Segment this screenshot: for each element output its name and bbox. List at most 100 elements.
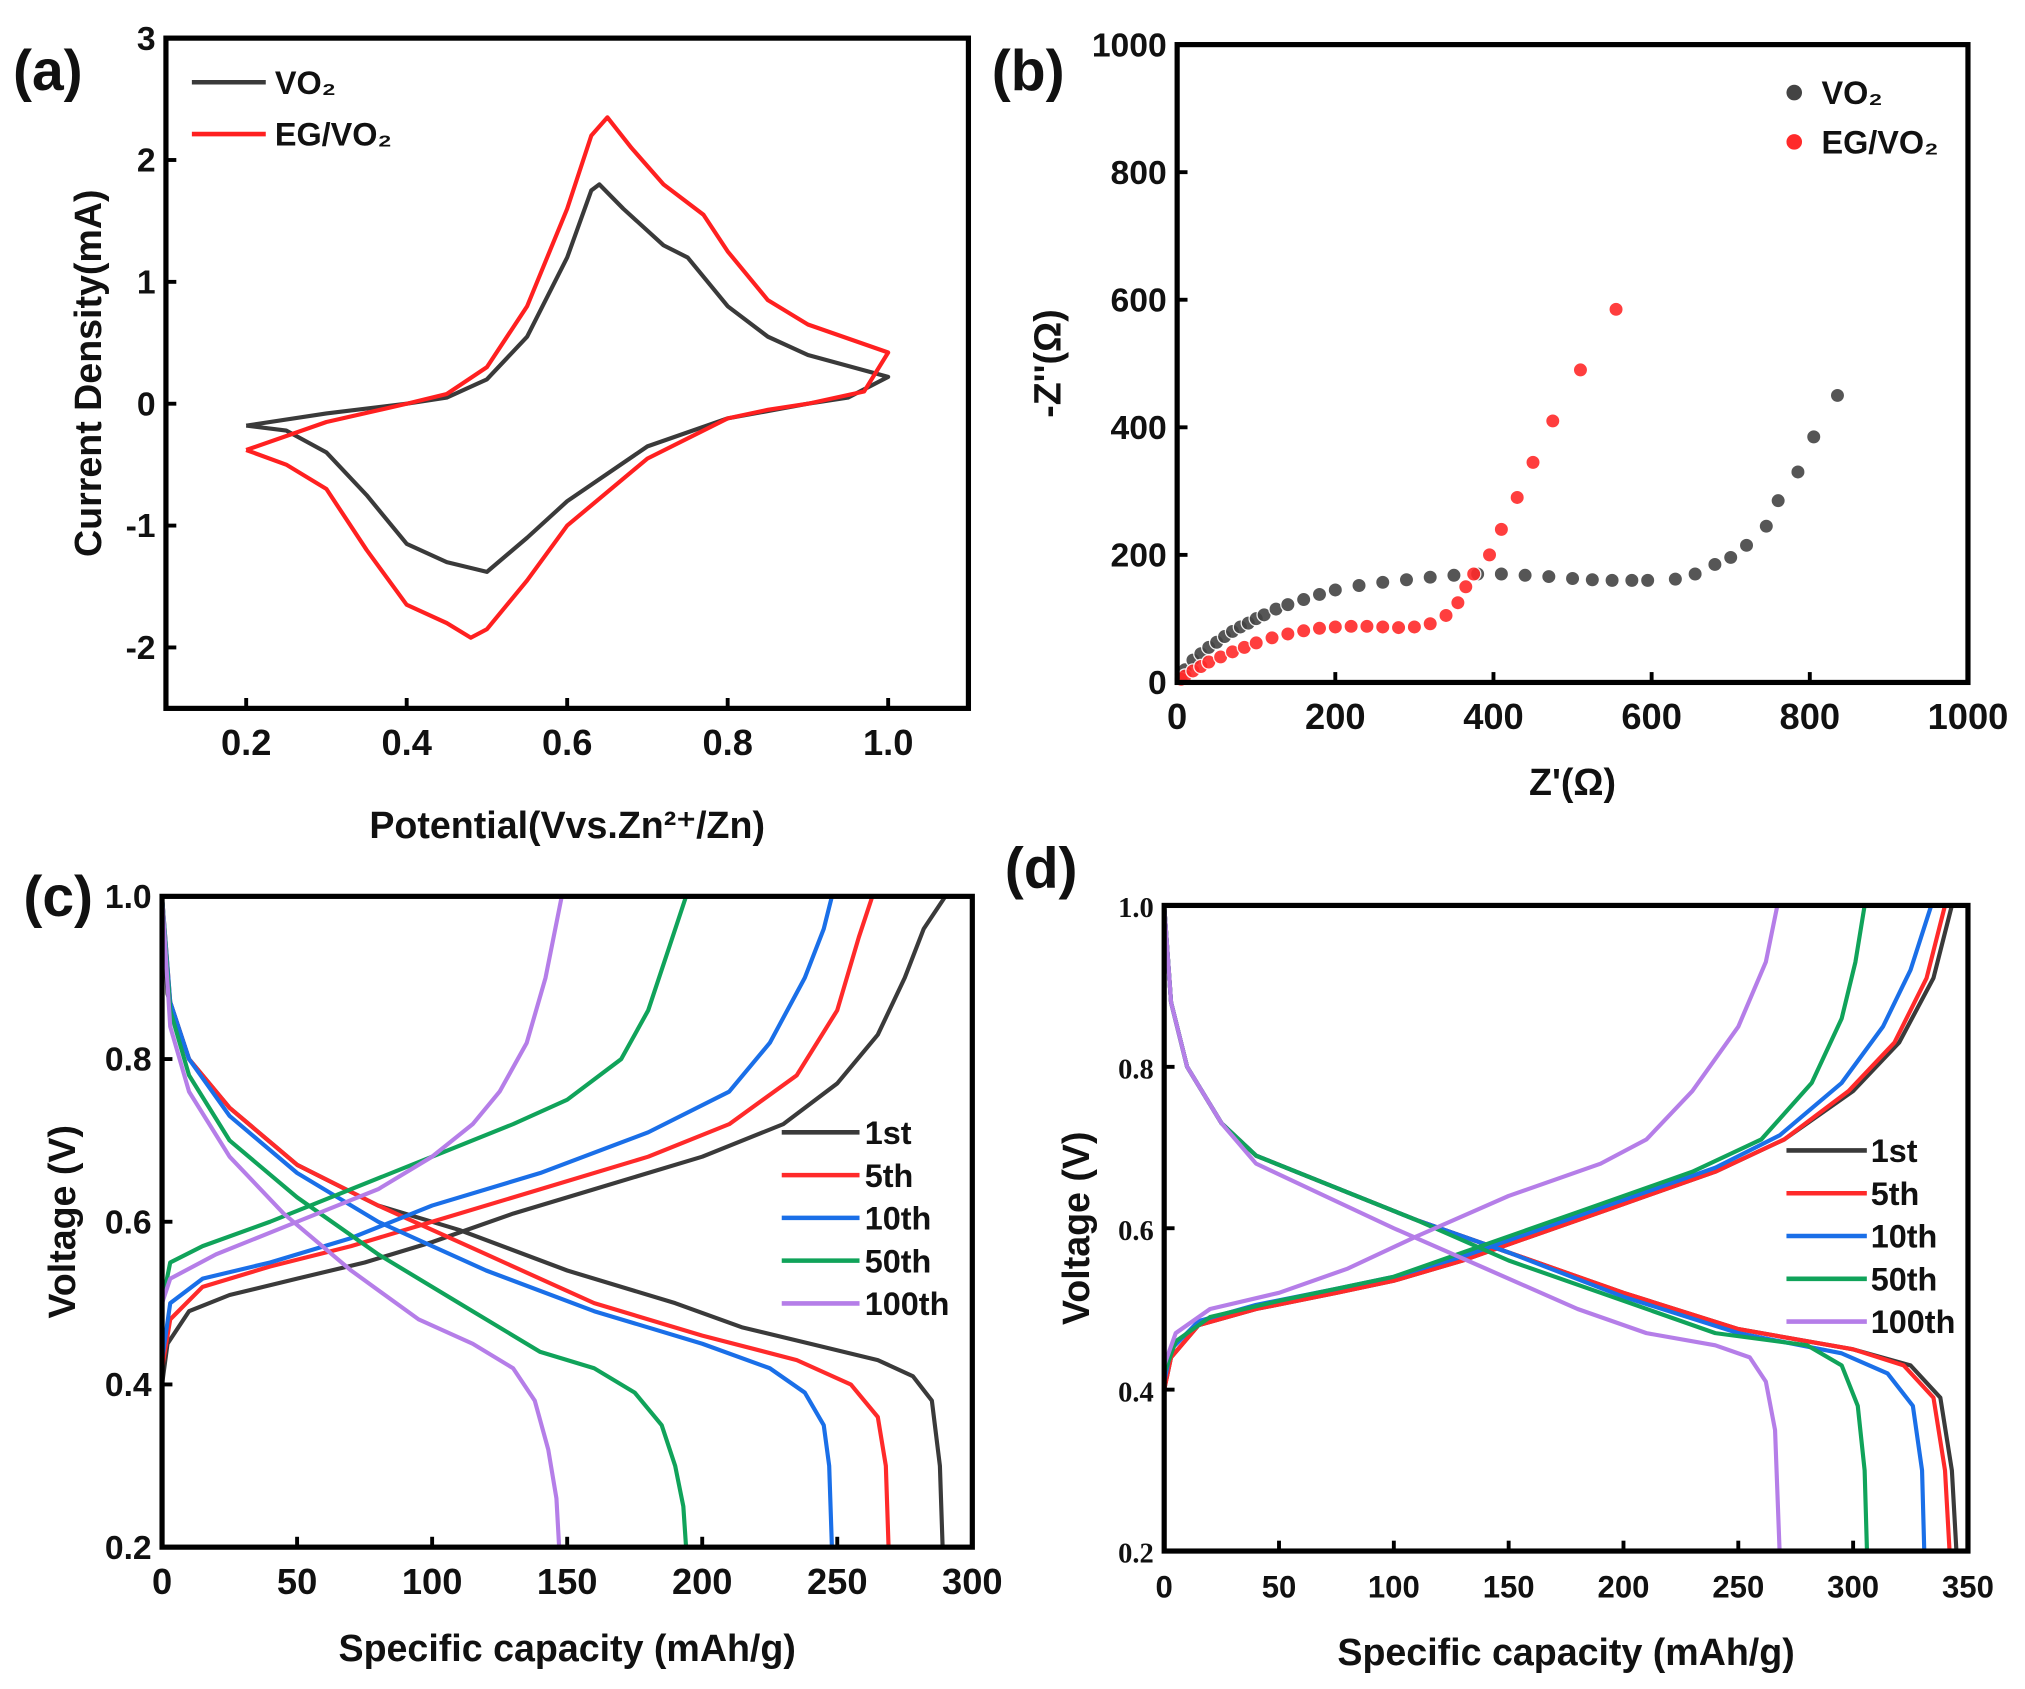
y-axis-label: Current Density(mA) <box>67 190 109 557</box>
x-tick-label: 250 <box>1712 1570 1764 1605</box>
legend-label: VO₂ <box>1821 75 1882 111</box>
data-point <box>1438 607 1454 624</box>
data-point <box>1509 489 1525 506</box>
discharge-curve <box>159 896 562 1548</box>
x-tick-label: 200 <box>1598 1570 1650 1605</box>
y-tick-label: 1 <box>137 264 156 302</box>
y-tick-label: 0.6 <box>105 1203 152 1241</box>
data-point <box>1525 454 1541 471</box>
data-point <box>1374 619 1391 635</box>
x-tick-label: 350 <box>1942 1570 1994 1605</box>
charge-curve <box>1162 904 1948 1391</box>
data-point <box>1545 413 1561 429</box>
y-tick-label: 0.2 <box>105 1529 152 1567</box>
data-point <box>1572 362 1589 378</box>
x-tick-label: 400 <box>1463 696 1524 737</box>
legend-label: EG/VO₂ <box>1821 125 1938 161</box>
y-tick-label: 2 <box>137 142 156 180</box>
x-tick-label: 0 <box>1167 696 1187 737</box>
data-point <box>1311 620 1328 637</box>
y-tick-label: 0 <box>137 385 156 423</box>
legend-label: 50th <box>1871 1261 1938 1297</box>
y-tick-label: 0 <box>1148 664 1167 702</box>
y-tick-label: 1.0 <box>105 878 152 916</box>
data-point <box>1343 618 1359 635</box>
data-point <box>1738 537 1755 554</box>
y-tick-label: 1000 <box>1092 26 1167 64</box>
data-point <box>1398 571 1415 588</box>
data-point <box>1359 618 1375 635</box>
x-tick-label: 250 <box>807 1561 868 1602</box>
legend: 1st 5th 10th 50th 100th <box>1786 1133 1955 1340</box>
data-point <box>1295 623 1312 639</box>
x-tick-label: 0.4 <box>381 722 431 763</box>
legend-label: 50th <box>865 1243 932 1279</box>
data-point <box>1707 556 1723 573</box>
x-tick-label: 0.8 <box>702 722 752 763</box>
x-tick-label: 50 <box>1262 1570 1297 1605</box>
panel-label: (d) <box>1005 836 1078 900</box>
legend-label: 100th <box>865 1286 950 1322</box>
x-tick-label: 0.2 <box>221 722 271 763</box>
x-tick-label: 0 <box>152 1561 172 1602</box>
data-point <box>1790 464 1806 480</box>
legend-label: 10th <box>865 1201 932 1237</box>
panel-label: (c) <box>23 865 93 929</box>
data-point <box>1280 596 1296 613</box>
y-tick-label: -1 <box>126 507 156 545</box>
y-tick-label: 0.8 <box>1118 1055 1154 1086</box>
legend: VO₂ EG/VO₂ <box>191 65 392 153</box>
data-point <box>1624 572 1640 589</box>
data-point <box>1406 619 1423 635</box>
discharge-curve <box>1162 905 1870 1552</box>
y-tick-label: 0.4 <box>105 1366 152 1404</box>
data-point <box>1264 630 1280 646</box>
data-point <box>1639 572 1656 589</box>
charge-curve <box>160 895 875 1369</box>
legend-marker <box>1786 84 1803 101</box>
x-tick-label: 800 <box>1780 696 1841 737</box>
y-tick-label: -2 <box>126 629 156 667</box>
data-point <box>1758 518 1775 534</box>
data-point <box>1327 582 1344 598</box>
data-point <box>1687 566 1703 582</box>
charge-curve <box>1162 905 1780 1367</box>
y-tick-label: 3 <box>137 20 156 58</box>
y-tick-label: 0.4 <box>1118 1377 1154 1408</box>
x-axis-label: Specific capacity (mAh/g) <box>1337 1631 1794 1673</box>
data-point <box>1608 301 1624 318</box>
x-tick-label: 300 <box>1827 1570 1879 1605</box>
charge-curve <box>1162 904 1954 1391</box>
data-point <box>1541 568 1557 585</box>
y-tick-label: 800 <box>1111 154 1167 192</box>
y-tick-label: 0.2 <box>1118 1539 1154 1570</box>
x-tick-label: 1.0 <box>863 722 913 763</box>
panel-d: 0 50 100 150 200 250 300 350 0.2 0.4 0.6 0.8 1.0 (d) S… <box>1005 836 1994 1673</box>
y-tick-label: 1.0 <box>1118 893 1154 924</box>
x-tick-label: 0 <box>1156 1570 1173 1605</box>
data-point <box>1390 619 1407 636</box>
panel-label: (a) <box>13 39 83 103</box>
x-tick-label: 200 <box>1305 696 1366 737</box>
y-axis-label: Voltage (V) <box>1055 1132 1097 1325</box>
legend-label: 1st <box>1871 1133 1918 1169</box>
legend-label: 10th <box>1871 1219 1938 1255</box>
x-axis-label: Specific capacity (mAh/g) <box>339 1627 796 1669</box>
data-point <box>1422 615 1438 632</box>
data-point <box>1604 572 1620 589</box>
panel-label: (b) <box>992 39 1065 103</box>
charge-curve <box>1162 904 1934 1383</box>
data-point <box>1564 570 1581 587</box>
data-point <box>1481 547 1498 563</box>
charge-curve <box>159 895 948 1385</box>
y-axis-label: Voltage (V) <box>41 1125 83 1318</box>
y-tick-label: 0.8 <box>105 1041 152 1079</box>
data-point <box>1450 594 1466 611</box>
series-line <box>245 115 891 640</box>
panel-c: 0 50 100 150 200 250 300 0.2 0.4 0.6 0.8 1.0 (c) Spec… <box>23 865 1002 1669</box>
data-point <box>1327 619 1344 635</box>
data-point <box>1805 429 1822 445</box>
y-axis-label: -Z''(Ω) <box>1026 309 1068 417</box>
x-tick-label: 100 <box>1368 1570 1420 1605</box>
data-point <box>1667 571 1684 587</box>
